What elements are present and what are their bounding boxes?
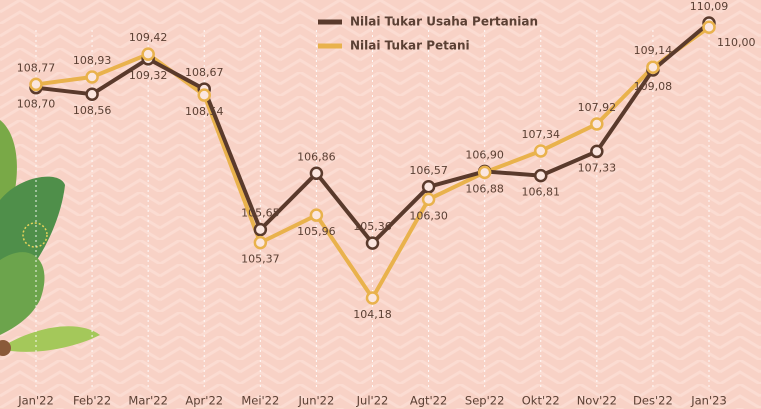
x-tick-label: Jan'23 xyxy=(690,394,727,408)
value-label: 106,57 xyxy=(409,164,448,177)
x-tick-label: Feb'22 xyxy=(73,394,111,408)
value-label: 108,70 xyxy=(17,98,56,111)
x-tick-label: Mar'22 xyxy=(128,394,168,408)
x-tick-label: Sep'22 xyxy=(465,394,504,408)
value-label: 110,00 xyxy=(717,36,756,49)
point xyxy=(367,238,378,249)
value-label: 107,92 xyxy=(578,101,617,114)
x-tick-label: Jul'22 xyxy=(356,394,389,408)
point xyxy=(535,170,546,181)
point xyxy=(143,49,154,60)
point xyxy=(311,168,322,179)
chart: Jan'22 Feb'22 Mar'22 Apr'22 Mei'22 Jun'22 Jul'… xyxy=(0,0,761,409)
x-tick-label: Des'22 xyxy=(633,394,673,408)
x-tick-label: Agt'22 xyxy=(410,394,447,408)
value-label: 105,36 xyxy=(353,220,392,233)
point xyxy=(591,118,602,129)
point xyxy=(311,210,322,221)
value-label: 106,88 xyxy=(465,182,504,195)
point xyxy=(423,181,434,192)
background xyxy=(0,0,761,409)
value-label: 109,32 xyxy=(129,69,168,82)
value-label: 106,30 xyxy=(409,209,448,222)
value-label: 108,67 xyxy=(185,66,224,79)
x-tick-label: Mei'22 xyxy=(241,394,279,408)
value-label: 105,96 xyxy=(297,225,336,238)
value-label: 105,37 xyxy=(241,253,280,266)
x-tick-label: Jun'22 xyxy=(298,394,335,408)
x-tick-label: Nov'22 xyxy=(577,394,617,408)
legend-label: Nilai Tukar Petani xyxy=(350,39,470,53)
value-label: 109,08 xyxy=(634,80,673,93)
point xyxy=(87,89,98,100)
x-tick-label: Apr'22 xyxy=(185,394,223,408)
value-label: 106,90 xyxy=(465,148,504,161)
value-label: 108,77 xyxy=(17,61,56,74)
value-label: 107,34 xyxy=(522,128,561,141)
legend-label: Nilai Tukar Usaha Pertanian xyxy=(350,15,538,29)
x-tick-label: Okt'22 xyxy=(522,394,560,408)
value-label: 108,54 xyxy=(185,105,224,118)
value-label: 105,65 xyxy=(241,207,280,220)
value-label: 108,56 xyxy=(73,104,112,117)
value-label: 109,14 xyxy=(634,44,673,57)
value-label: 106,86 xyxy=(297,150,336,163)
point xyxy=(479,167,490,178)
value-label: 107,33 xyxy=(578,161,617,174)
value-label: 104,18 xyxy=(353,308,392,321)
point xyxy=(367,293,378,304)
value-label: 106,81 xyxy=(522,186,561,199)
point xyxy=(199,90,210,101)
point xyxy=(255,237,266,248)
value-label: 110,09 xyxy=(690,0,729,13)
point xyxy=(647,62,658,73)
value-label: 108,93 xyxy=(73,54,112,67)
x-tick-label: Jan'22 xyxy=(17,394,54,408)
point xyxy=(255,224,266,235)
point xyxy=(591,146,602,157)
value-label: 109,42 xyxy=(129,31,168,44)
point xyxy=(31,79,42,90)
point xyxy=(87,71,98,82)
point xyxy=(423,194,434,205)
point xyxy=(704,22,715,33)
point xyxy=(535,145,546,156)
